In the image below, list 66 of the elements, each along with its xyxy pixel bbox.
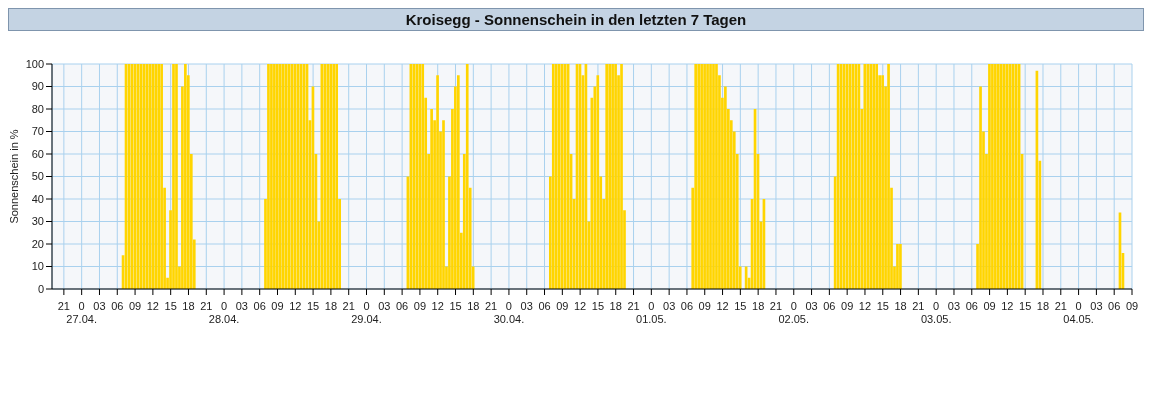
x-tick-label: 15: [164, 300, 177, 312]
y-tick-label: 80: [31, 102, 44, 115]
x-tick-label: 12: [289, 300, 302, 312]
x-tick-label: 09: [271, 300, 284, 312]
x-tick-label: 09: [128, 300, 142, 312]
x-tick-label: 18: [467, 300, 480, 312]
y-tick-label: 40: [31, 192, 44, 205]
x-tick-label: 06: [1108, 300, 1121, 312]
x-tick-label: 15: [734, 300, 747, 312]
x-tick-label: 06: [965, 300, 978, 312]
x-tick-label: 15: [306, 300, 320, 312]
x-tick-label: 21: [200, 300, 213, 312]
x-tick-label: 18: [182, 300, 195, 312]
x-tick-label: 06: [680, 300, 694, 312]
x-tick-label: 15: [1019, 300, 1032, 312]
x-tick-label: 15: [449, 300, 462, 312]
x-tick-label: 09: [841, 300, 854, 312]
y-tick-label: 90: [31, 80, 44, 93]
x-tick-label: 12: [431, 300, 444, 312]
x-tick-label: 12: [574, 300, 587, 312]
x-tick-label: 06: [111, 300, 124, 312]
y-tick-label: 100: [25, 57, 44, 70]
x-tick-label: 18: [752, 300, 765, 312]
y-tick-label: 20: [31, 237, 44, 250]
x-tick-label: 12: [146, 300, 159, 312]
x-tick-label: 06: [253, 300, 266, 312]
x-tick-label: 12: [858, 300, 872, 312]
x-tick-label: 03: [378, 300, 391, 312]
y-axis-title: Sonnenschein in %: [7, 129, 20, 224]
x-tick-label: 21: [627, 300, 640, 312]
x-tick-label: 21: [342, 300, 355, 312]
x-tick-label: 12: [1001, 300, 1014, 312]
x-tick-label: 09: [698, 300, 711, 312]
x-tick-label: 21: [57, 300, 70, 312]
y-tick-label: 30: [31, 215, 44, 228]
x-tick-label: 06: [538, 300, 551, 312]
y-tick-label: 0: [37, 282, 44, 295]
x-tick-label: 03: [663, 300, 676, 312]
x-tick-label: 03: [947, 300, 961, 312]
x-tick-label: 03: [93, 300, 106, 312]
x-tick-label: 18: [1036, 300, 1050, 312]
y-tick-label: 10: [31, 260, 44, 273]
x-tick-label: 18: [894, 300, 907, 312]
x-tick-label: 09: [1125, 300, 1139, 312]
x-tick-label: 09: [556, 300, 569, 312]
x-tick-label: 15: [876, 300, 889, 312]
x-tick-label: 03: [235, 300, 249, 312]
y-tick-label: 50: [31, 170, 44, 183]
x-tick-label: 21: [485, 300, 498, 312]
x-tick-label: 06: [823, 300, 836, 312]
x-tick-label: 06: [395, 300, 409, 312]
x-tick-label: 03: [805, 300, 818, 312]
x-tick-label: 12: [716, 300, 729, 312]
x-tick-label: 09: [413, 300, 427, 312]
x-tick-label: 21: [1054, 300, 1067, 312]
chart-title: Kroisegg - Sonnenschein in den letzten 7 Tagen: [8, 8, 1144, 31]
x-tick-label: 03: [520, 300, 533, 312]
x-tick-label: 18: [324, 300, 338, 312]
x-tick-label: 03: [1090, 300, 1103, 312]
x-tick-label: 15: [591, 300, 605, 312]
x-tick-label: 21: [769, 300, 783, 312]
x-tick-label: 09: [983, 300, 996, 312]
y-tick-label: 60: [31, 147, 44, 160]
y-tick-label: 70: [31, 125, 44, 138]
x-tick-label: 18: [609, 300, 622, 312]
x-tick-label: 21: [912, 300, 925, 312]
